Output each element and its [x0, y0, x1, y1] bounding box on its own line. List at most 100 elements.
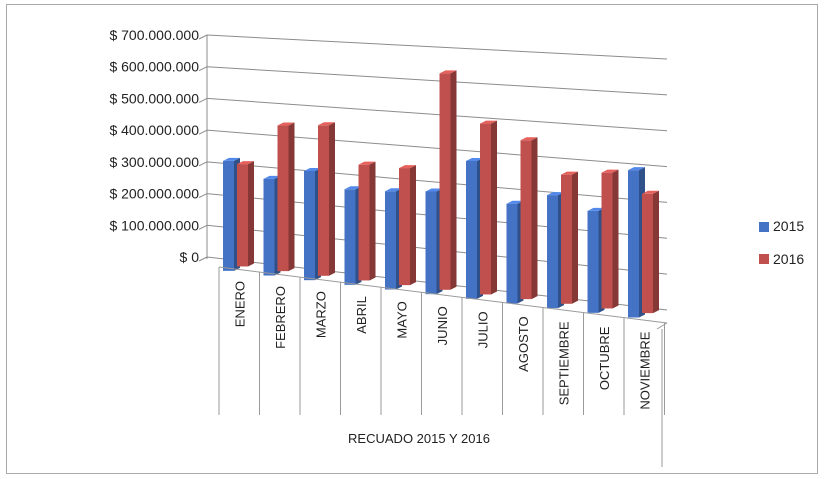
bar-top	[425, 188, 443, 192]
gridline-edge	[198, 129, 208, 135]
bar-side	[531, 137, 538, 300]
bar-top	[439, 70, 457, 74]
bar-2016-noviembre	[642, 190, 659, 314]
legend-label-2016: 2016	[773, 251, 804, 267]
bar-top	[506, 200, 524, 204]
y-tick-label: $ 200.000.000	[109, 186, 199, 202]
bar-top	[385, 188, 402, 192]
bar-front	[399, 168, 410, 286]
legend-swatch-2016	[759, 254, 769, 264]
bar-top	[277, 122, 295, 126]
bar-top	[480, 120, 497, 124]
bar-side	[288, 122, 295, 272]
bar-top	[642, 190, 659, 194]
bar-top	[223, 157, 240, 161]
bar-side	[369, 161, 376, 281]
bar-front	[439, 73, 451, 290]
gridline-edge	[198, 224, 208, 230]
bar-top	[358, 161, 376, 165]
category-label: NOVIEMBRE	[637, 331, 652, 409]
category-label: MAYO	[394, 301, 409, 338]
bar-2016-agosto	[520, 137, 538, 300]
bar-top	[628, 167, 645, 171]
gridline-edge	[198, 161, 208, 167]
bar-front	[237, 164, 248, 267]
gridline-edge	[198, 193, 208, 199]
bar-side	[329, 122, 335, 276]
x-axis-title: RECUADO 2015 Y 2016	[348, 431, 490, 446]
bar-top	[318, 122, 335, 126]
gridline-edge	[198, 256, 208, 262]
category-label: FEBRERO	[273, 286, 288, 349]
bar-2016-junio	[439, 70, 457, 290]
bar-side	[410, 165, 416, 286]
bar-top	[587, 207, 605, 211]
bar-front	[642, 193, 653, 314]
bar-front	[223, 160, 234, 271]
y-tick-label: $ 600.000.000	[109, 59, 199, 75]
bar-front	[547, 195, 558, 309]
bar-front	[385, 191, 396, 290]
bar-front	[358, 164, 370, 281]
bar-side	[612, 169, 619, 309]
bar-2016-febrero	[277, 122, 295, 272]
bar-top	[237, 161, 254, 165]
bar-top	[547, 192, 564, 196]
bar-front	[587, 210, 599, 313]
bar-front	[318, 125, 329, 276]
y-tick-label: $ 700.000.000	[109, 27, 199, 43]
floor-edge	[218, 266, 668, 324]
category-floor	[218, 266, 668, 467]
bar-front	[263, 178, 275, 276]
category-labels: ENERO FEBRERO MARZO ABRIL MAYO JUNIO JULIO AGOS…	[232, 281, 652, 410]
bar-2016-septiembre	[561, 171, 578, 304]
bar-front	[520, 140, 532, 300]
gridline	[206, 66, 668, 96]
category-label: ABRIL	[354, 296, 369, 334]
bar-side	[248, 161, 254, 267]
category-label: JUNIO	[435, 306, 450, 345]
category-label: OCTUBRE	[597, 326, 612, 390]
bar-side	[491, 120, 497, 295]
bar-front	[480, 123, 491, 295]
bar-side	[572, 171, 578, 304]
bar-front	[277, 125, 289, 272]
bar-2016-marzo	[318, 122, 335, 276]
bar-front	[561, 174, 572, 304]
bar-top	[304, 168, 321, 172]
y-tick-label: $ 500.000.000	[109, 90, 199, 106]
bar-2016-enero	[237, 161, 254, 267]
category-label: SEPTIEMBRE	[556, 321, 571, 405]
bar-top	[399, 165, 416, 169]
y-tick-label: $ 400.000.000	[109, 122, 199, 138]
bar-front	[344, 189, 356, 285]
y-tick-labels: $ 0 $ 100.000.000 $ 200.000.000 $ 300.000.0…	[109, 27, 199, 265]
bar-2016-abril	[358, 161, 376, 281]
gridline	[206, 129, 668, 168]
bar-top	[344, 186, 362, 190]
bar-front	[506, 203, 518, 304]
legend-swatch-2015	[759, 222, 769, 232]
gridline	[206, 97, 668, 132]
chart-area: $ 0 $ 100.000.000 $ 200.000.000 $ 300.000.0…	[6, 4, 818, 474]
bar-top	[561, 171, 578, 175]
bar-2016-julio	[480, 120, 497, 295]
bar-side	[450, 70, 457, 290]
bar-top	[466, 157, 483, 161]
bar-2016-octubre	[601, 169, 619, 309]
gridline-edge	[198, 34, 208, 40]
category-label: ENERO	[232, 281, 247, 327]
bar-front	[601, 172, 613, 309]
y-tick-label: $ 100.000.000	[109, 217, 199, 233]
gridline	[206, 34, 668, 60]
bar-front	[466, 160, 477, 299]
y-tick-label: $ 300.000.000	[109, 154, 199, 170]
floor-edge	[656, 322, 668, 330]
bar-top	[601, 169, 619, 173]
bars	[223, 70, 659, 318]
bar-top	[520, 137, 538, 141]
bar-front	[304, 171, 315, 281]
bar-front	[425, 191, 437, 295]
bar-2016-mayo	[399, 165, 416, 286]
y-tick-label: $ 0	[180, 249, 200, 265]
